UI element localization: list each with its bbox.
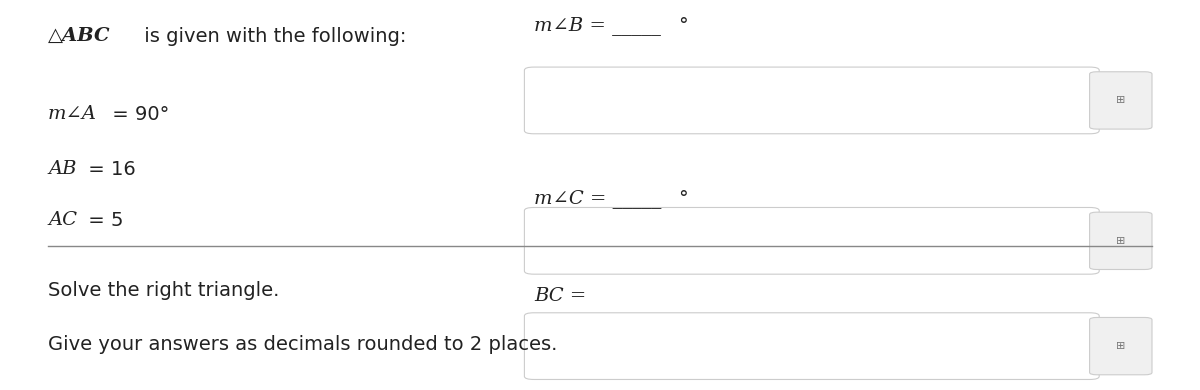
Text: °: ° (678, 189, 688, 208)
FancyBboxPatch shape (1090, 212, 1152, 269)
Text: ⊞: ⊞ (1116, 236, 1126, 246)
Text: = 5: = 5 (82, 211, 124, 230)
Text: BC =: BC = (534, 287, 587, 305)
Text: ⊞: ⊞ (1116, 96, 1126, 105)
Text: = 16: = 16 (82, 160, 136, 179)
Text: AB: AB (48, 160, 77, 178)
Text: Give your answers as decimals rounded to 2 places.: Give your answers as decimals rounded to… (48, 335, 557, 355)
Text: AC: AC (48, 211, 77, 229)
FancyBboxPatch shape (1090, 72, 1152, 129)
Text: is given with the following:: is given with the following: (138, 27, 407, 46)
FancyBboxPatch shape (524, 207, 1099, 274)
Text: °: ° (678, 16, 688, 35)
Text: m∠B = _____: m∠B = _____ (534, 16, 661, 35)
Text: m∠A: m∠A (48, 105, 97, 123)
Text: m∠C = _____: m∠C = _____ (534, 189, 661, 208)
FancyBboxPatch shape (524, 67, 1099, 134)
FancyBboxPatch shape (1090, 317, 1152, 375)
Text: Solve the right triangle.: Solve the right triangle. (48, 281, 280, 300)
Text: ⊞: ⊞ (1116, 341, 1126, 351)
Text: = 90°: = 90° (106, 105, 169, 124)
FancyBboxPatch shape (524, 313, 1099, 379)
Text: △ABC: △ABC (48, 27, 110, 45)
